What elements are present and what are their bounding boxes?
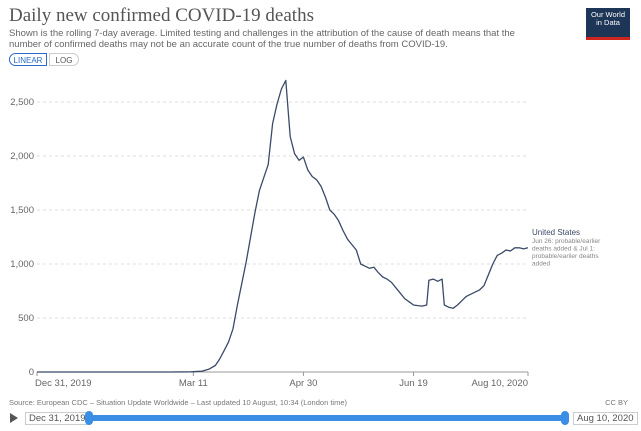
timeline-start-handle[interactable] — [85, 411, 93, 425]
y-tick-label: 2,000 — [10, 151, 34, 162]
y-tick-label: 0 — [29, 367, 34, 378]
chart-subtitle: Shown is the rolling 7-day average. Limi… — [9, 28, 515, 50]
log-scale-button[interactable]: LOG — [49, 53, 79, 66]
x-tick-label: Jun 19 — [399, 378, 428, 389]
x-tick-label: Aug 10, 2020 — [471, 378, 528, 389]
owid-logo[interactable]: Our World in Data — [586, 8, 630, 40]
y-tick-label: 1,500 — [10, 205, 34, 216]
linear-scale-button[interactable]: LINEAR — [9, 53, 47, 66]
y-tick-label: 2,500 — [10, 97, 34, 108]
timeline-track[interactable] — [88, 415, 566, 421]
logo-line-1: Our World — [590, 10, 626, 19]
series-line-united-states — [37, 79, 529, 373]
series-label: United States — [532, 228, 580, 237]
timeline-end-handle[interactable] — [561, 411, 569, 425]
license-link[interactable]: CC BY — [605, 398, 628, 407]
play-icon[interactable] — [10, 413, 18, 423]
x-tick-label: Dec 31, 2019 — [35, 378, 92, 389]
timeline-end-label[interactable]: Aug 10, 2020 — [573, 412, 638, 425]
series-annotation: Jun 26: probable/earlier deaths added & J… — [532, 238, 601, 267]
chart-title: Daily new confirmed COVID-19 deaths — [9, 5, 314, 26]
timeline-slider[interactable]: Dec 31, 2019 Aug 10, 2020 — [0, 410, 641, 428]
x-tick-label: Mar 11 — [179, 378, 208, 389]
timeline-start-label[interactable]: Dec 31, 2019 — [25, 412, 90, 425]
y-tick-label: 500 — [18, 313, 34, 324]
line-chart: 0 500 1,000 1,500 2,000 2,500 Dec 31, 2019 Mar … — [10, 79, 601, 389]
logo-line-2: in Data — [596, 18, 620, 27]
source-note: Source: European CDC – Situation Update … — [9, 398, 347, 407]
y-tick-label: 1,000 — [10, 259, 34, 270]
x-tick-label: Apr 30 — [289, 378, 317, 389]
